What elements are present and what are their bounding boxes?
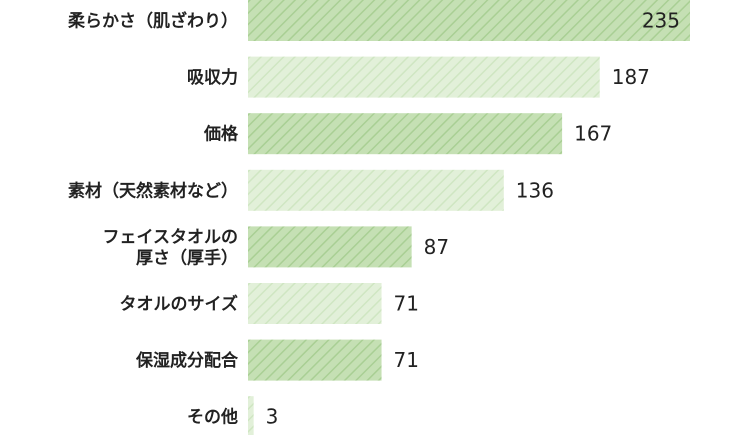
bar-1 xyxy=(248,56,600,98)
category-label-6: 保湿成分配合 xyxy=(135,350,239,371)
category-label-5: タオルのサイズ xyxy=(120,294,239,315)
category-label-1: 吸収力 xyxy=(187,67,238,88)
bar-6 xyxy=(248,339,382,381)
value-label-1: 187 xyxy=(612,65,650,89)
category-label-0: 柔らかさ（肌ざわり） xyxy=(68,11,238,32)
value-label-6: 71 xyxy=(394,348,419,372)
bars-group xyxy=(248,0,690,435)
value-label-5: 71 xyxy=(394,292,419,316)
bar-4 xyxy=(248,226,412,268)
category-label-4: フェイスタオルの厚さ（厚手） xyxy=(103,227,239,268)
bar-5 xyxy=(248,283,382,324)
value-label-3: 136 xyxy=(516,178,554,202)
value-labels: 235 187 167 136 87 71 71 3 xyxy=(266,9,680,429)
value-label-4: 87 xyxy=(424,235,449,259)
bar-3 xyxy=(248,169,504,211)
category-label-3: 素材（天然素材など） xyxy=(68,180,238,201)
value-label-0: 235 xyxy=(642,9,680,33)
category-label-2: 価格 xyxy=(203,124,239,145)
bar-7 xyxy=(248,396,254,435)
value-label-7: 3 xyxy=(266,405,279,429)
category-label-7: その他 xyxy=(187,407,238,428)
bar-2 xyxy=(248,113,563,155)
bar-0 xyxy=(248,0,690,41)
value-label-2: 167 xyxy=(574,122,612,146)
